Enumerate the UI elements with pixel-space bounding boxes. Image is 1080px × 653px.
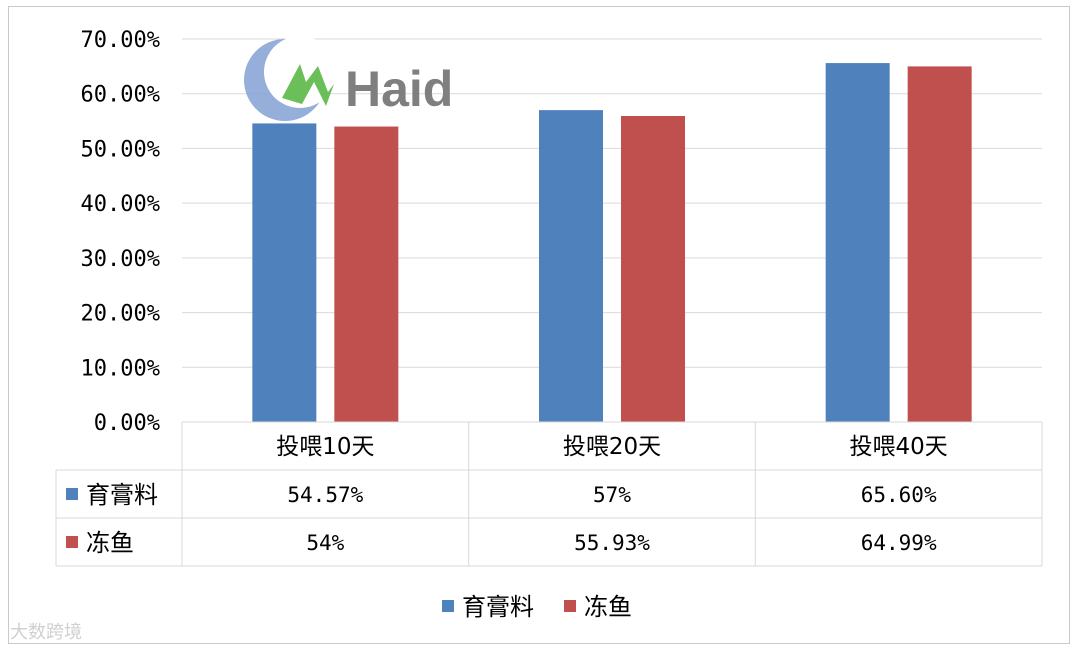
table-row-label: 育膏料 xyxy=(86,481,158,509)
y-tick-label: 0.00% xyxy=(94,411,160,436)
category-label: 投喂10天 xyxy=(276,434,374,460)
data-label: 54% xyxy=(306,531,344,555)
logo-text: Haid xyxy=(345,61,453,117)
table-legend-key-2 xyxy=(66,536,78,548)
legend: 育膏料 冻鱼 xyxy=(442,593,632,621)
category-label: 投喂20天 xyxy=(563,434,661,460)
table-legend-key-1 xyxy=(66,488,78,500)
haid-logo: Haid xyxy=(244,36,453,121)
bar-1-2 xyxy=(539,110,603,422)
watermark: 大数跨境 xyxy=(10,622,82,643)
logo-leaf-icon xyxy=(282,64,334,106)
legend-label: 育膏料 xyxy=(462,593,534,621)
data-label: 65.60% xyxy=(861,483,937,507)
bar-2-3 xyxy=(907,66,972,422)
y-tick-label: 60.00% xyxy=(81,83,160,108)
bar-2-1 xyxy=(334,126,399,423)
data-label: 54.57% xyxy=(287,483,363,507)
bar-1-3 xyxy=(825,63,890,423)
y-axis-ticks: 0.00% 10.00% 20.00% 30.00% 40.00% 50.00% 60.00… xyxy=(81,28,160,436)
category-label: 投喂40天 xyxy=(850,434,948,460)
bar-1-1 xyxy=(252,123,317,423)
y-tick-label: 70.00% xyxy=(81,28,160,53)
y-tick-label: 30.00% xyxy=(81,247,160,272)
y-tick-label: 10.00% xyxy=(81,356,160,381)
legend-label: 冻鱼 xyxy=(584,593,632,621)
y-tick-label: 40.00% xyxy=(81,192,160,217)
data-label: 57% xyxy=(593,483,631,507)
bar-2-2 xyxy=(621,115,685,422)
table-row-label: 冻鱼 xyxy=(86,529,134,557)
legend-key-2 xyxy=(564,600,576,612)
data-label: 55.93% xyxy=(574,531,650,555)
legend-key-1 xyxy=(442,600,454,612)
y-tick-label: 50.00% xyxy=(81,137,160,162)
y-tick-label: 20.00% xyxy=(81,302,160,327)
data-label: 64.99% xyxy=(861,531,937,555)
bars xyxy=(252,63,972,423)
